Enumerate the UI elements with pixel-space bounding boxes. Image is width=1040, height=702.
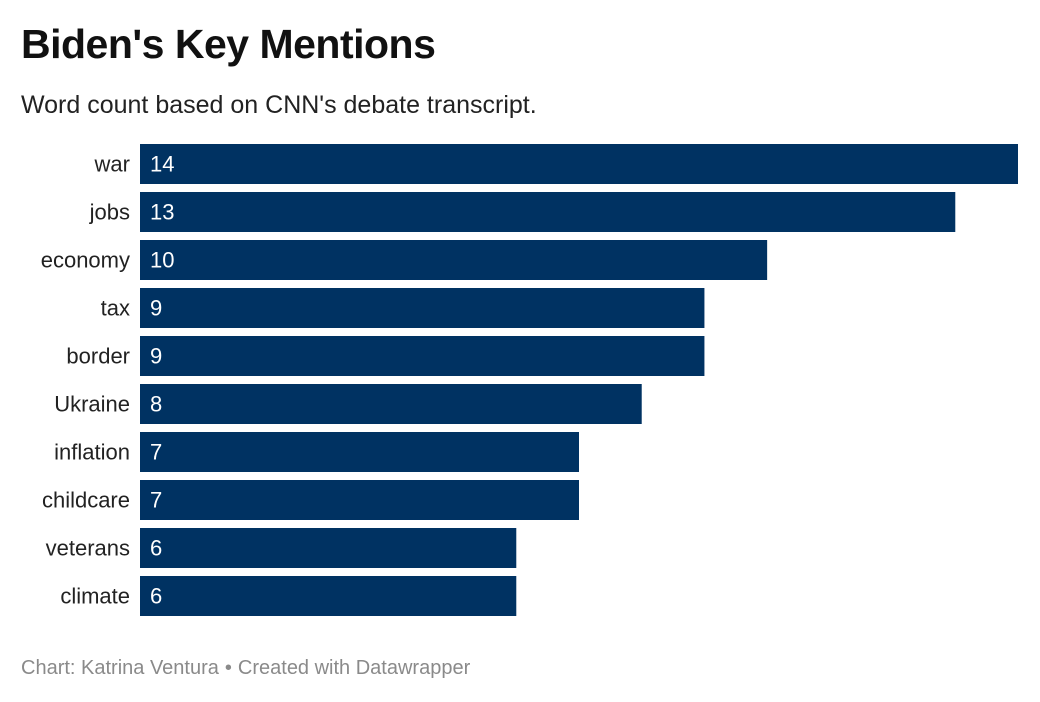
value-label: 8: [150, 392, 162, 417]
bar: [140, 576, 517, 616]
bar-row: border 9: [66, 336, 705, 376]
category-label: inflation: [54, 440, 130, 465]
bar: [140, 336, 705, 376]
bar-row: inflation 7: [54, 432, 579, 472]
bar: [140, 384, 642, 424]
category-label: war: [94, 152, 130, 177]
category-label: veterans: [46, 536, 130, 561]
bar: [140, 528, 517, 568]
value-label: 10: [150, 248, 174, 273]
bar: [140, 192, 956, 232]
bar: [140, 240, 768, 280]
bar: [140, 144, 1018, 184]
category-label: border: [66, 344, 130, 369]
category-label: childcare: [42, 488, 130, 513]
value-label: 9: [150, 344, 162, 369]
bar: [140, 288, 705, 328]
footer-separator: •: [224, 657, 232, 679]
bar-row: economy 10: [41, 240, 768, 280]
footer-tool-link[interactable]: Created with Datawrapper: [237, 657, 471, 679]
bar-row: jobs 13: [89, 192, 956, 232]
value-label: 6: [150, 584, 162, 609]
bar-row: tax 9: [101, 288, 705, 328]
bar: [140, 480, 579, 520]
chart-title: Biden's Key Mentions: [21, 21, 436, 67]
category-label: climate: [60, 584, 130, 609]
value-label: 13: [150, 200, 174, 225]
bar-row: childcare 7: [42, 480, 579, 520]
footer-credit: Chart: Katrina Ventura: [21, 657, 219, 679]
chart-footer: Chart: Katrina Ventura • Created with Data…: [21, 656, 470, 680]
category-label: Ukraine: [54, 392, 130, 417]
category-label: economy: [41, 248, 130, 273]
value-label: 7: [150, 440, 162, 465]
value-label: 9: [150, 296, 162, 321]
value-label: 14: [150, 152, 174, 177]
category-label: tax: [101, 296, 130, 321]
value-label: 7: [150, 488, 162, 513]
bar-row: veterans 6: [46, 528, 517, 568]
bar-row: Ukraine 8: [54, 384, 642, 424]
chart-subtitle: Word count based on CNN's debate transcr…: [21, 91, 537, 119]
bar-row: war 14: [94, 144, 1018, 184]
value-label: 6: [150, 536, 162, 561]
bar: [140, 432, 579, 472]
bar-row: climate 6: [60, 576, 517, 616]
category-label: jobs: [89, 200, 130, 225]
